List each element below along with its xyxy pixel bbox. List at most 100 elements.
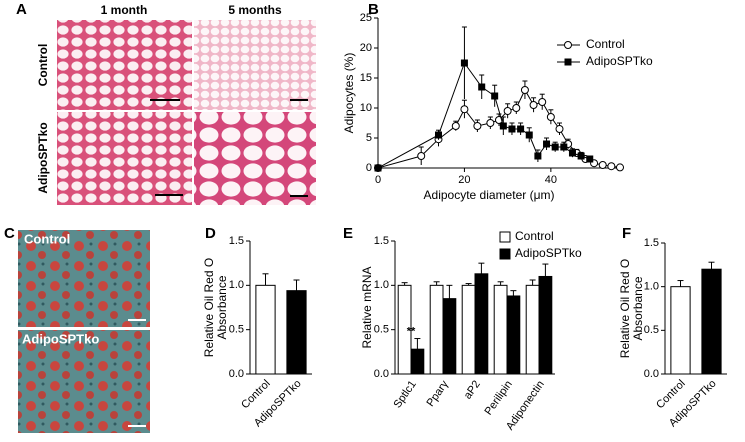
y-tick-label: 25 (360, 12, 372, 24)
column-label: 1 month (101, 3, 148, 17)
y-axis-label: Absorbance (631, 276, 645, 340)
marker (460, 105, 469, 114)
legend-marker (564, 58, 572, 66)
bar (286, 290, 307, 375)
row-label: AdipoSPTko (36, 122, 50, 193)
bar (701, 268, 722, 375)
x-tick-label: Sptlc1 (391, 379, 418, 411)
y-axis-label: Relative mRNA (360, 266, 374, 348)
y-tick-label: 0.0 (374, 368, 389, 380)
panel-letter: E (343, 225, 353, 242)
y-tick-label: 1.5 (229, 235, 244, 247)
marker (546, 113, 555, 121)
y-tick-label: 0.5 (229, 324, 244, 336)
marker (534, 152, 542, 160)
y-axis-label: Relative Oil Red O (618, 259, 632, 358)
marker (478, 83, 486, 91)
marker (607, 162, 616, 171)
marker (374, 164, 382, 172)
bar (525, 284, 540, 375)
marker (460, 59, 468, 67)
y-tick-label: 0.5 (374, 324, 389, 336)
micrograph (57, 112, 192, 205)
y-tick-label: 5 (366, 132, 372, 144)
y-axis-label: Relative Oil Red O (202, 258, 216, 357)
x-axis-label: Adipocyte diameter (μm) (424, 188, 555, 202)
bar (429, 284, 444, 375)
row-label: Control (36, 44, 50, 87)
legend-swatch (499, 248, 511, 260)
marker (503, 107, 512, 115)
panel-letter: A (16, 1, 27, 18)
y-tick-label: 0.0 (229, 368, 244, 380)
y-tick-label: 1.5 (374, 235, 389, 247)
column-label: 5 months (228, 3, 282, 17)
marker (555, 125, 564, 133)
marker (417, 152, 426, 160)
marker (473, 122, 482, 130)
y-tick-label: 1.0 (229, 279, 244, 291)
micrograph (18, 230, 150, 327)
bar (461, 284, 476, 375)
marker (586, 155, 594, 163)
bar (410, 348, 425, 375)
marker (499, 122, 507, 130)
bar (442, 298, 457, 375)
image-label: AdipoSPTko (22, 331, 99, 346)
y-tick-label: 0.0 (644, 368, 659, 380)
legend-marker (564, 41, 572, 49)
image-label: Control (24, 231, 70, 246)
y-tick-label: 1.0 (644, 281, 659, 293)
marker (520, 86, 529, 94)
marker (486, 119, 495, 127)
marker (577, 152, 585, 160)
bar (670, 286, 691, 375)
marker (538, 98, 547, 106)
y-axis-label: Absorbance (215, 275, 229, 339)
marker (508, 125, 516, 133)
annotation: ** (407, 325, 416, 337)
panel-letter: B (368, 1, 379, 18)
bar (255, 284, 276, 375)
marker (525, 131, 533, 139)
x-tick-label: 40 (545, 174, 557, 186)
legend-label: Control (515, 229, 554, 243)
marker (551, 143, 559, 151)
marker (598, 161, 607, 169)
panel-letter: F (622, 225, 631, 242)
marker (568, 149, 576, 157)
panel-letter: C (4, 225, 15, 242)
bar (506, 295, 521, 375)
x-tick-label: 20 (458, 174, 470, 186)
bar (538, 275, 553, 375)
x-tick-label: aP2 (462, 379, 483, 402)
micrograph (18, 330, 150, 433)
series-line (377, 61, 590, 169)
marker (512, 104, 521, 112)
legend-label: Control (586, 37, 625, 51)
x-tick-label: Pparγ (425, 378, 452, 409)
y-tick-label: 1.5 (644, 237, 659, 249)
panel-c-images (18, 230, 150, 433)
bar (474, 273, 489, 375)
y-tick-label: 0 (366, 162, 372, 174)
legend-label: AdipoSPTko (515, 246, 582, 260)
legend-swatch (499, 231, 511, 243)
micrograph (194, 20, 316, 110)
x-tick-label: 0 (375, 174, 381, 186)
marker (451, 122, 460, 130)
y-axis-label: Adipocytes (%) (342, 53, 356, 134)
y-tick-label: 20 (360, 42, 372, 54)
marker (491, 92, 499, 100)
x-tick-label: Perilipin (483, 379, 515, 418)
y-tick-label: 10 (360, 102, 372, 114)
marker (560, 143, 568, 151)
marker (543, 140, 551, 148)
panel-a-images (57, 20, 316, 205)
y-tick-label: 0.5 (644, 324, 659, 336)
micrograph (194, 112, 316, 205)
panel-letter: D (205, 225, 216, 242)
marker (616, 163, 624, 172)
y-tick-label: 15 (360, 72, 372, 84)
